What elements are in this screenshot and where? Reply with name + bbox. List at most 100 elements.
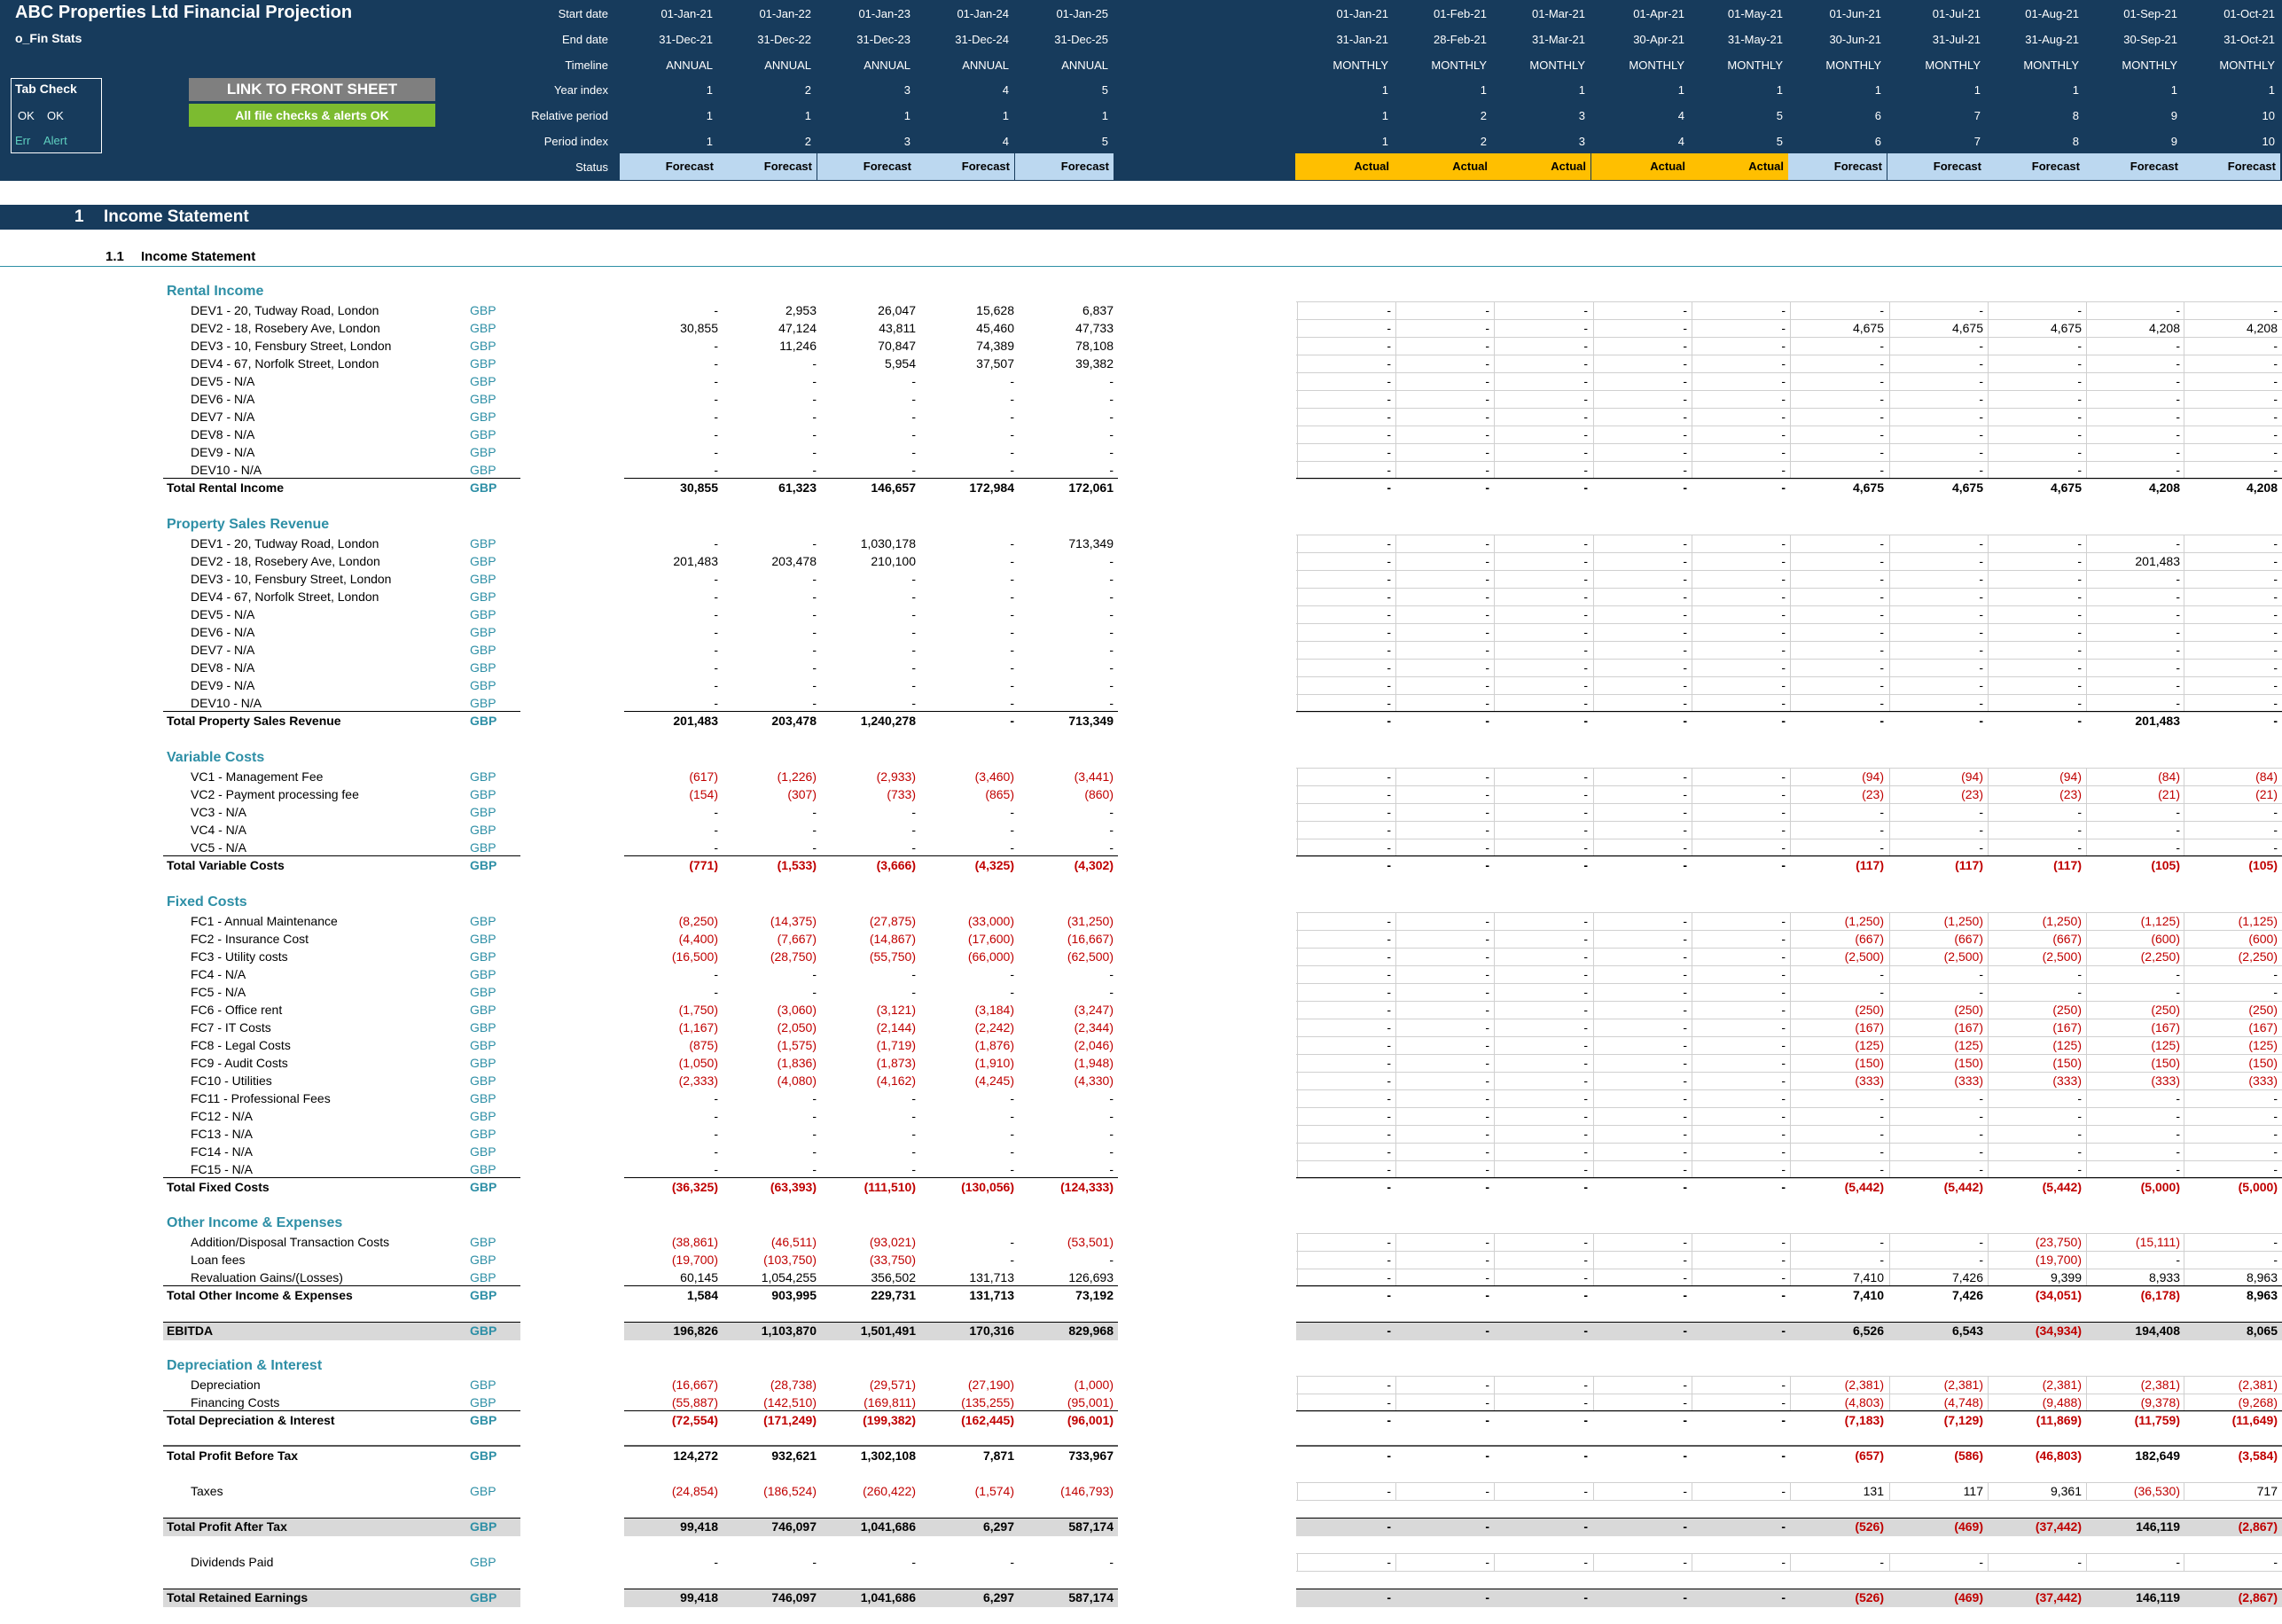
monthly-value[interactable]: - [2273,1091,2278,1105]
monthly-value[interactable]: - [1683,536,1687,550]
monthly-value[interactable]: - [1485,1091,1489,1105]
monthly-value[interactable]: - [1387,1127,1391,1141]
monthly-value[interactable]: - [1683,1074,1687,1088]
monthly-value[interactable]: - [1880,1144,1884,1159]
monthly-value[interactable]: - [1485,643,1489,657]
monthly-value[interactable]: - [1683,1235,1687,1249]
monthly-value[interactable]: - [2077,1162,2082,1176]
monthly-value[interactable]: - [1485,805,1489,819]
monthly-value[interactable]: - [1387,536,1391,550]
monthly-value[interactable]: 4,675 [1951,321,1983,335]
monthly-value[interactable]: - [1781,1144,1786,1159]
monthly-value[interactable]: - [2273,589,2278,604]
monthly-value[interactable]: - [2176,1144,2180,1159]
monthly-value[interactable]: - [1583,392,1588,406]
monthly-value[interactable]: - [1583,427,1588,441]
monthly-value[interactable]: - [2176,805,2180,819]
monthly-value[interactable]: - [1880,823,1884,837]
monthly-value[interactable]: (94) [1862,769,1884,784]
monthly-value[interactable]: - [1387,589,1391,604]
monthly-value[interactable]: - [1387,769,1391,784]
monthly-value[interactable]: - [1485,932,1489,946]
monthly-value[interactable]: - [1683,678,1687,692]
monthly-value[interactable]: - [1583,339,1588,353]
monthly-value[interactable]: - [1485,1074,1489,1088]
monthly-value[interactable]: - [1781,985,1786,999]
monthly-value[interactable]: - [1979,339,1983,353]
monthly-value[interactable]: - [2077,572,2082,586]
monthly-value[interactable]: - [1683,1253,1687,1267]
monthly-value[interactable]: - [1485,1144,1489,1159]
monthly-value[interactable]: - [1781,392,1786,406]
monthly-value[interactable]: - [2176,823,2180,837]
monthly-value[interactable]: - [1880,374,1884,388]
monthly-value[interactable]: - [1485,1555,1489,1569]
monthly-value[interactable]: - [1781,1038,1786,1052]
monthly-value[interactable]: - [1485,967,1489,981]
monthly-value[interactable]: - [2077,1127,2082,1141]
monthly-value[interactable]: (167) [1954,1020,1983,1035]
monthly-value[interactable]: - [1583,1109,1588,1123]
monthly-value[interactable]: - [1583,660,1588,675]
monthly-value[interactable]: - [2077,427,2082,441]
monthly-value[interactable]: - [2176,625,2180,639]
monthly-value[interactable]: - [1781,787,1786,801]
monthly-value[interactable]: 9,361 [2050,1484,2082,1498]
monthly-value[interactable]: - [2077,303,2082,317]
monthly-value[interactable]: - [1583,321,1588,335]
monthly-value[interactable]: - [2273,536,2278,550]
monthly-value[interactable]: - [1979,607,1983,621]
monthly-value[interactable]: - [2077,678,2082,692]
monthly-value[interactable]: - [1583,787,1588,801]
monthly-value[interactable]: - [1583,985,1588,999]
monthly-value[interactable]: - [2176,374,2180,388]
monthly-value[interactable]: - [2273,554,2278,568]
monthly-value[interactable]: - [1583,303,1588,317]
monthly-value[interactable]: - [1683,463,1687,477]
monthly-value[interactable]: (2,381) [2238,1378,2278,1392]
monthly-value[interactable]: (167) [2052,1020,2082,1035]
monthly-value[interactable]: - [1880,840,1884,855]
monthly-value[interactable]: - [1583,840,1588,855]
monthly-value[interactable]: - [1781,1003,1786,1017]
monthly-value[interactable]: (333) [2052,1074,2082,1088]
monthly-value[interactable]: - [1979,356,1983,371]
monthly-value[interactable]: (2,500) [2042,949,2082,964]
monthly-value[interactable]: - [1781,321,1786,335]
monthly-value[interactable]: - [1880,1091,1884,1105]
monthly-value[interactable]: - [2273,1144,2278,1159]
monthly-value[interactable]: - [1683,572,1687,586]
monthly-value[interactable]: - [1583,949,1588,964]
monthly-value[interactable]: - [2176,1253,2180,1267]
monthly-value[interactable]: - [1387,463,1391,477]
monthly-value[interactable]: - [1583,1555,1588,1569]
monthly-value[interactable]: - [2077,823,2082,837]
monthly-value[interactable]: - [1781,1091,1786,1105]
monthly-value[interactable]: - [1583,1020,1588,1035]
monthly-value[interactable]: - [2077,1144,2082,1159]
monthly-value[interactable]: - [1683,823,1687,837]
monthly-value[interactable]: 201,483 [2135,554,2180,568]
monthly-value[interactable]: - [1583,554,1588,568]
monthly-value[interactable]: - [1683,1144,1687,1159]
monthly-value[interactable]: (250) [1855,1003,1884,1017]
monthly-value[interactable]: - [1979,823,1983,837]
monthly-value[interactable]: - [1583,1056,1588,1070]
monthly-value[interactable]: - [1781,1253,1786,1267]
monthly-value[interactable]: - [1683,660,1687,675]
monthly-value[interactable]: - [1979,643,1983,657]
monthly-value[interactable]: - [1683,1056,1687,1070]
monthly-value[interactable]: (250) [2151,1003,2180,1017]
monthly-value[interactable]: - [1387,1235,1391,1249]
monthly-value[interactable]: - [1583,1270,1588,1284]
monthly-value[interactable]: - [2176,410,2180,424]
monthly-value[interactable]: - [1781,840,1786,855]
monthly-value[interactable]: (150) [1855,1056,1884,1070]
monthly-value[interactable]: - [1781,805,1786,819]
monthly-value[interactable]: - [2176,356,2180,371]
monthly-value[interactable]: - [2273,1235,2278,1249]
monthly-value[interactable]: - [1683,1162,1687,1176]
monthly-value[interactable]: - [1387,410,1391,424]
monthly-value[interactable]: - [1485,536,1489,550]
monthly-value[interactable]: - [2273,463,2278,477]
